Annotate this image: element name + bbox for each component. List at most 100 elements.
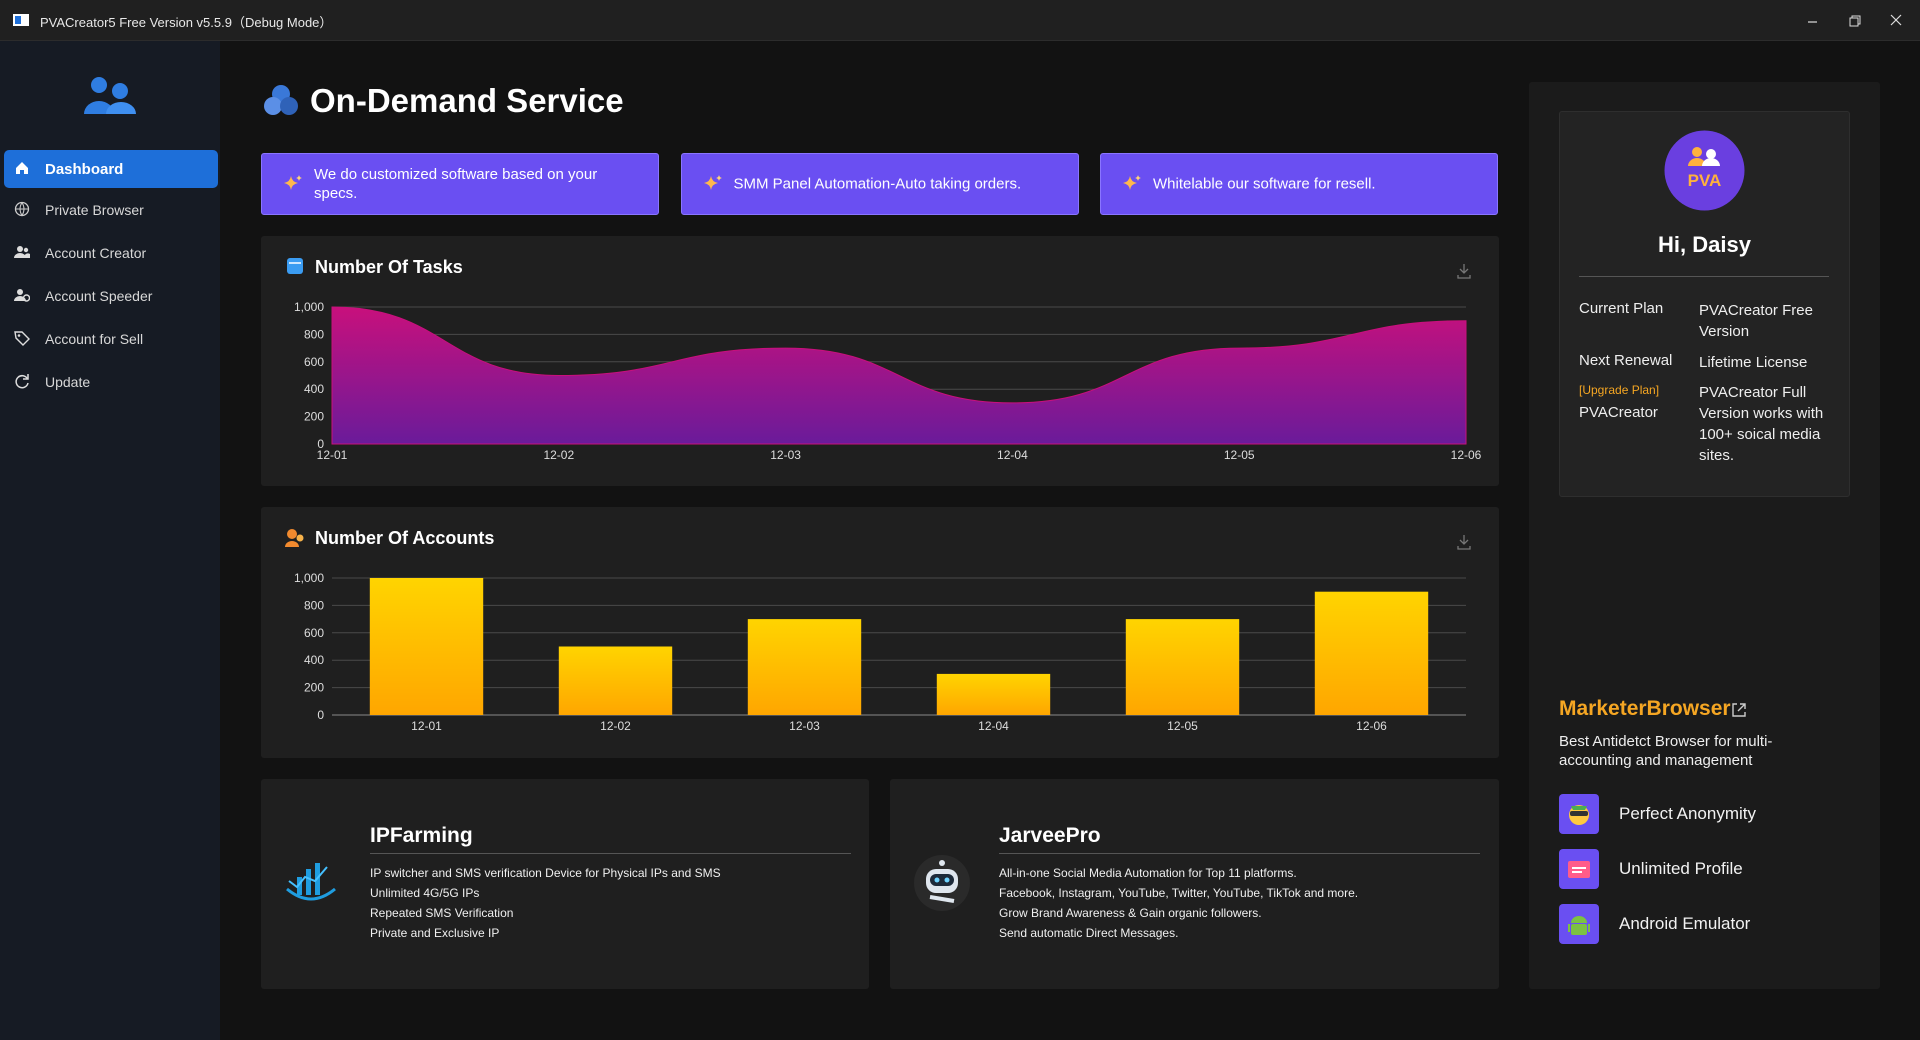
header-icon: [264, 85, 298, 115]
download-icon[interactable]: [1457, 264, 1471, 279]
bar: [369, 578, 484, 715]
nav-icon: [14, 246, 30, 258]
nav-label: Account Creator: [45, 245, 147, 261]
product-card[interactable]: IPFarming IP switcher and SMS verificati…: [261, 779, 869, 989]
jarveepro-icon: [914, 855, 970, 911]
divider: [999, 853, 1480, 854]
banner-text: SMM Panel Automation-Auto taking orders.: [733, 175, 1022, 193]
y-tick-label: 600: [304, 355, 324, 369]
feature-label: Unlimited Profile: [1619, 859, 1743, 878]
y-tick-label: 0: [317, 437, 324, 451]
title-bar: PVACreator5 Free Version v5.5.9（Debug Mo…: [0, 0, 1920, 41]
x-tick-label: 12-02: [600, 719, 631, 733]
nav-label: Account for Sell: [45, 331, 144, 347]
upgrade-link[interactable]: [Upgrade Plan]: [1579, 383, 1660, 397]
product-feature: Repeated SMS Verification: [370, 906, 514, 920]
y-tick-label: 0: [317, 708, 324, 722]
banner-text: Whitelable our software for resell.: [1153, 175, 1376, 193]
app-icon: [13, 14, 29, 26]
nav-label: Dashboard: [45, 161, 124, 178]
avatar: PVA: [1664, 130, 1745, 211]
nav-label: Update: [45, 374, 91, 390]
nav-item[interactable]: Account for Sell: [4, 320, 218, 358]
sparkle-icon: [284, 175, 302, 190]
feature-icon: [1559, 904, 1599, 944]
x-tick-label: 12-04: [997, 448, 1028, 462]
external-link-icon[interactable]: [1731, 702, 1747, 718]
sparkle-icon: [703, 175, 722, 190]
x-tick-label: 12-05: [1167, 719, 1198, 733]
product-feature: Facebook, Instagram, YouTube, Twitter, Y…: [999, 886, 1359, 900]
renewal-label: Next Renewal: [1579, 352, 1673, 369]
product-feature: All-in-one Social Media Automation for T…: [999, 866, 1297, 880]
product-title: IPFarming: [370, 824, 473, 847]
x-tick-label: 12-04: [978, 719, 1009, 733]
product-value: PVACreator Full Version works with 100+ …: [1699, 384, 1824, 464]
feature-label: Android Emulator: [1619, 914, 1751, 933]
logo: [84, 77, 136, 114]
chart-icon: [287, 529, 297, 539]
chart-card: Number Of Accounts 0 200 400 600 800 1,000 12-0…: [261, 507, 1499, 758]
y-tick-label: 400: [304, 382, 324, 396]
window-controls[interactable]: [1800, 10, 1910, 30]
bar: [1125, 619, 1240, 715]
area: [331, 306, 1467, 445]
y-tick-label: 200: [304, 681, 324, 695]
chart-icon: [287, 258, 303, 274]
y-tick-label: 200: [304, 410, 324, 424]
feature-icon: [1559, 849, 1599, 889]
divider: [370, 853, 851, 854]
service-banner[interactable]: Whitelable our software for resell.: [1100, 153, 1498, 215]
nav-item[interactable]: Account Speeder: [4, 277, 218, 315]
bar: [1314, 591, 1429, 715]
feature-label: Perfect Anonymity: [1619, 804, 1757, 823]
nav-item[interactable]: Private Browser: [4, 191, 218, 229]
nav-item[interactable]: Account Creator: [4, 234, 218, 272]
sidebar: Dashboard Private Browser Account Creator A…: [0, 41, 220, 1040]
renewal-value: Lifetime License: [1699, 354, 1808, 371]
x-tick-label: 12-01: [317, 448, 348, 462]
y-tick-label: 1,000: [294, 300, 324, 314]
bar: [558, 646, 673, 715]
chart-icon: [296, 534, 304, 542]
y-tick-label: 400: [304, 653, 324, 667]
nav-icon: [14, 201, 30, 217]
product-card[interactable]: JarveePro All-in-one Social Media Automa…: [890, 779, 1499, 989]
y-tick-label: 800: [304, 327, 324, 341]
right-panel: PVA Hi, Daisy Current Plan PVACreator Fr…: [1529, 82, 1880, 989]
x-tick-label: 12-01: [411, 719, 442, 733]
nav-item[interactable]: Dashboard: [4, 150, 218, 188]
x-tick-label: 12-03: [789, 719, 820, 733]
product-label: PVACreator: [1579, 404, 1658, 421]
nav-item[interactable]: Update: [4, 363, 218, 401]
ipfarming-icon: [286, 863, 336, 901]
service-banner[interactable]: We do customized software based on your …: [261, 153, 659, 215]
feature-icon: [1559, 794, 1599, 834]
profile-card: PVA Hi, Daisy Current Plan PVACreator Fr…: [1559, 111, 1850, 497]
nav-icon: [14, 289, 30, 302]
y-tick-label: 800: [304, 598, 324, 612]
download-icon[interactable]: [1457, 535, 1471, 550]
bar: [936, 673, 1051, 715]
y-tick-label: 1,000: [294, 571, 324, 585]
chart: Number Of Accounts 0 200 400 600 800 1,000 12-0…: [285, 528, 1471, 733]
nav-icon: [16, 162, 28, 174]
nav-label: Private Browser: [45, 202, 144, 218]
chart-title: Number Of Accounts: [315, 528, 494, 548]
service-banner[interactable]: SMM Panel Automation-Auto taking orders.: [680, 153, 1079, 215]
marketer-title[interactable]: MarketerBrowser: [1559, 697, 1731, 720]
window-title: PVACreator5 Free Version v5.5.9（Debug Mo…: [40, 15, 333, 30]
plan-value: PVACreator Free Version: [1699, 302, 1813, 340]
nav-label: Account Speeder: [45, 288, 153, 304]
x-tick-label: 12-06: [1356, 719, 1387, 733]
greeting: Hi, Daisy: [1658, 232, 1751, 257]
x-tick-label: 12-06: [1451, 448, 1482, 462]
x-tick-label: 12-05: [1224, 448, 1255, 462]
nav-icon: [14, 331, 30, 346]
nav-icon: [15, 374, 29, 389]
page-title: On-Demand Service: [310, 82, 624, 119]
sparkle-icon: [1123, 175, 1141, 190]
chart-card: Number Of Tasks 0 200 400 600 800 1,000 12-01 12…: [261, 236, 1499, 486]
product-feature: Grow Brand Awareness & Gain organic foll…: [999, 906, 1262, 920]
y-tick-label: 600: [304, 626, 324, 640]
